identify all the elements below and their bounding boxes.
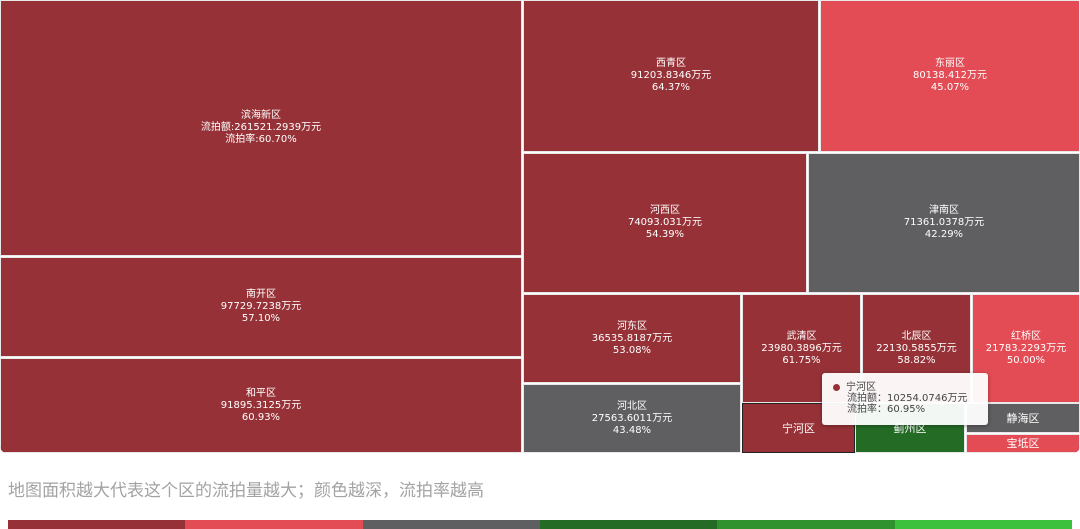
cell-name: 北辰区 <box>901 330 932 342</box>
treemap-cell[interactable]: 南开区 97729.7238万元 57.10% <box>0 257 522 357</box>
cell-amount: 97729.7238万元 <box>220 301 302 312</box>
legend-swatch <box>539 520 718 529</box>
cell-rate: 流拍率:60.70% <box>225 134 297 145</box>
cell-amount: 74093.031万元 <box>627 217 703 228</box>
cell-name: 河东区 <box>617 320 647 332</box>
cell-name: 南开区 <box>246 289 276 300</box>
cell-name: 和平区 <box>246 387 276 399</box>
cell-amount: 36535.8187万元 <box>591 332 673 344</box>
treemap-cell[interactable]: 东丽区 80138.412万元 45.07% <box>820 0 1080 152</box>
cell-rate: 45.07% <box>930 82 970 93</box>
treemap-cell[interactable]: 滨海新区 流拍额:261521.2939万元 流拍率:60.70% <box>0 0 522 256</box>
cell-amount: 71361.0378万元 <box>903 217 985 228</box>
treemap-cell[interactable]: 西青区 91203.8346万元 64.37% <box>523 0 819 152</box>
cell-name: 静海区 <box>1006 411 1040 425</box>
cell-rate: 54.39% <box>645 229 685 240</box>
cell-name: 宁河区 <box>782 421 815 435</box>
color-legend <box>8 520 1072 529</box>
legend-swatch <box>717 520 895 529</box>
cell-rate: 50.00% <box>1006 354 1046 366</box>
cell-rate: 60.93% <box>241 411 281 423</box>
treemap-cell[interactable]: 河西区 74093.031万元 54.39% <box>523 153 807 293</box>
legend-swatch <box>8 520 186 529</box>
cell-rate: 43.48% <box>612 424 652 436</box>
treemap-cell[interactable]: 和平区 91895.3125万元 60.93% <box>0 358 522 453</box>
cell-amount: 27563.6011万元 <box>591 412 673 424</box>
tooltip-title: 宁河区 <box>846 382 876 393</box>
cell-name: 河西区 <box>650 205 680 216</box>
cell-amount: 23980.3896万元 <box>761 342 842 354</box>
cell-rate: 42.29% <box>924 229 964 240</box>
treemap-cell[interactable]: 河东区 36535.8187万元 53.08% <box>523 294 741 383</box>
legend-swatch <box>362 520 540 529</box>
treemap-cell[interactable]: 津南区 71361.0378万元 42.29% <box>808 153 1080 293</box>
cell-name: 红桥区 <box>1011 330 1041 342</box>
cell-rate: 53.08% <box>612 344 652 356</box>
cell-rate: 64.37% <box>651 82 691 93</box>
cell-amount: 22130.5855万元 <box>876 342 957 354</box>
tooltip: 宁河区 流拍额：10254.0746万元 流拍率：60.95% <box>822 373 988 425</box>
tooltip-rate: 流拍率：60.95% <box>847 404 926 415</box>
treemap-chart: 滨海新区 流拍额:261521.2939万元 流拍率:60.70% 南开区 97729.… <box>0 0 1080 453</box>
legend-swatch <box>894 520 1072 529</box>
cell-name: 津南区 <box>929 205 959 216</box>
cell-amount: 91203.8346万元 <box>630 70 712 81</box>
cell-name: 滨海新区 <box>241 110 281 121</box>
tooltip-dot-icon <box>833 383 840 391</box>
treemap-cell[interactable]: 宝坻区 <box>966 434 1080 453</box>
cell-amount: 80138.412万元 <box>912 70 988 81</box>
tooltip-amount: 流拍额：10254.0746万元 <box>847 393 968 404</box>
legend-swatch <box>185 520 363 529</box>
cell-amount: 流拍额:261521.2939万元 <box>200 122 322 133</box>
cell-amount: 91895.3125万元 <box>220 399 302 411</box>
cell-name: 河北区 <box>617 400 647 412</box>
treemap-cell[interactable]: 河北区 27563.6011万元 43.48% <box>523 384 741 453</box>
cell-name: 武清区 <box>786 330 817 342</box>
cell-rate: 57.10% <box>241 313 281 324</box>
cell-name: 西青区 <box>656 58 686 69</box>
cell-rate: 58.82% <box>897 354 936 366</box>
cell-amount: 21783.2293万元 <box>985 342 1067 354</box>
cell-rate: 61.75% <box>782 354 821 366</box>
chart-caption: 地图面积越大代表这个区的流拍量越大；颜色越深，流拍率越高 <box>8 481 484 501</box>
cell-name: 宝坻区 <box>1006 437 1040 450</box>
cell-name: 东丽区 <box>935 58 965 69</box>
treemap-cell[interactable]: 红桥区 21783.2293万元 50.00% <box>972 294 1080 403</box>
